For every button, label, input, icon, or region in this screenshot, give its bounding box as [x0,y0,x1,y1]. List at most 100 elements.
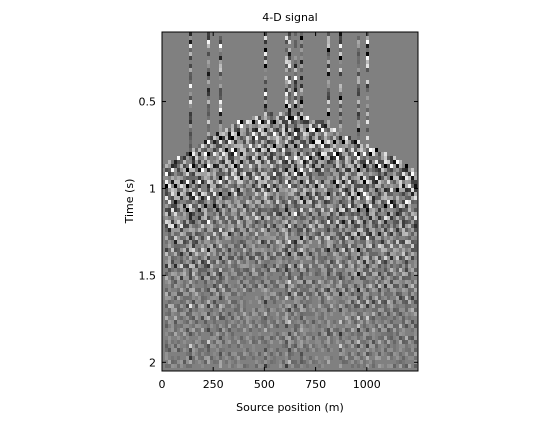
seismic-cell [414,312,417,316]
seismic-cell [414,284,417,288]
seismic-cell [267,280,270,284]
seismic-cell [192,180,195,184]
seismic-cell [171,344,174,348]
seismic-cell [294,184,297,188]
seismic-cell [309,136,312,140]
seismic-cell [390,280,393,284]
seismic-cell [342,216,345,220]
seismic-cell [210,228,213,232]
seismic-cell [330,356,333,360]
seismic-cell [330,304,333,308]
seismic-cell [210,296,213,300]
seismic-cell [315,124,318,128]
seismic-cell [363,176,366,180]
seismic-cell [261,304,264,308]
seismic-cell [228,328,231,332]
seismic-cell [321,332,324,336]
seismic-cell [381,344,384,348]
seismic-cell [291,336,294,340]
seismic-cell [390,168,393,172]
seismic-cell [198,172,201,176]
seismic-cell [321,260,324,264]
seismic-cell [264,224,267,228]
seismic-cell [399,172,402,176]
seismic-cell [348,316,351,320]
seismic-cell [255,244,258,248]
seismic-cell [291,116,294,120]
seismic-cell [237,172,240,176]
seismic-cell [327,112,330,116]
seismic-cell [201,240,204,244]
seismic-cell [282,120,285,124]
seismic-cell [327,56,330,60]
seismic-cell [330,228,333,232]
seismic-cell [384,172,387,176]
seismic-cell [318,236,321,240]
seismic-cell [204,248,207,252]
seismic-cell [282,220,285,224]
seismic-cell [225,156,228,160]
seismic-cell [384,304,387,308]
seismic-cell [240,272,243,276]
seismic-cell [330,140,333,144]
seismic-cell [336,216,339,220]
seismic-cell [303,220,306,224]
seismic-cell [204,180,207,184]
seismic-cell [405,284,408,288]
seismic-cell [246,260,249,264]
seismic-cell [285,248,288,252]
seismic-cell [342,352,345,356]
seismic-cell [321,172,324,176]
seismic-cell [285,308,288,312]
seismic-cell [261,240,264,244]
seismic-cell [390,204,393,208]
seismic-cell [360,180,363,184]
seismic-cell [390,352,393,356]
seismic-cell [225,280,228,284]
seismic-cell [405,196,408,200]
seismic-cell [375,216,378,220]
seismic-cell [225,268,228,272]
seismic-cell [255,216,258,220]
seismic-cell [270,236,273,240]
seismic-cell [390,364,393,368]
seismic-cell [375,148,378,152]
seismic-cell [279,148,282,152]
seismic-cell [357,292,360,296]
seismic-cell [363,308,366,312]
seismic-cell [279,292,282,296]
seismic-cell [219,200,222,204]
seismic-cell [243,148,246,152]
seismic-cell [399,268,402,272]
seismic-cell [180,316,183,320]
seismic-cell [285,164,288,168]
seismic-cell [333,144,336,148]
seismic-cell [318,124,321,128]
seismic-cell [372,156,375,160]
seismic-cell [234,124,237,128]
seismic-cell [264,56,267,60]
seismic-cell [327,96,330,100]
seismic-cell [330,292,333,296]
seismic-cell [216,196,219,200]
seismic-cell [168,224,171,228]
seismic-cell [336,148,339,152]
seismic-cell [219,340,222,344]
seismic-cell [258,328,261,332]
seismic-cell [357,212,360,216]
seismic-cell [336,256,339,260]
seismic-cell [402,176,405,180]
seismic-cell [189,224,192,228]
seismic-cell [237,248,240,252]
seismic-cell [366,356,369,360]
seismic-cell [336,236,339,240]
seismic-cell [177,160,180,164]
seismic-cell [333,196,336,200]
seismic-cell [321,236,324,240]
seismic-cell [411,176,414,180]
seismic-cell [321,248,324,252]
seismic-cell [297,116,300,120]
seismic-cell [363,168,366,172]
seismic-cell [180,360,183,364]
seismic-cell [207,192,210,196]
